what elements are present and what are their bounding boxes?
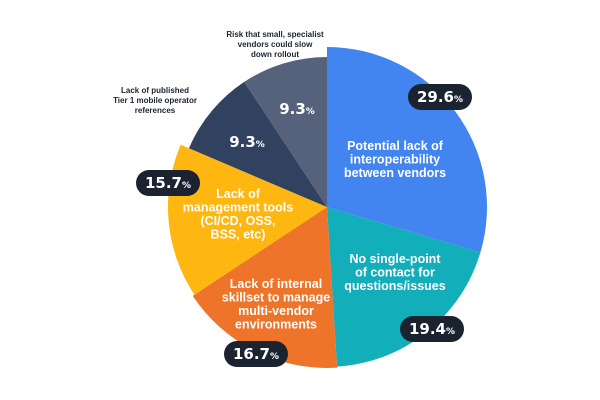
value-text: 9.3%: [229, 133, 265, 151]
slice-label-text: Lack of management tools (CI/CD, OSS, BSS, …: [183, 187, 293, 242]
slice-label-text: Potential lack of interoperability between…: [344, 139, 446, 180]
slice-label: Lack of internal skillset to manage multi-…: [222, 277, 330, 332]
value-label: 9.3%: [229, 133, 265, 151]
value-label: 19.4%: [400, 316, 464, 342]
slice-label-text: Lack of internal skillset to manage multi-…: [222, 277, 330, 332]
value-text: 15.7%: [145, 174, 191, 192]
slice-label: Potential lack of interoperability between…: [344, 139, 446, 180]
value-pill: [136, 170, 200, 196]
pie-slice: [188, 81, 327, 207]
slice-label-text: No single-point of contact for questions/i…: [344, 252, 445, 293]
slice-label-text: Lack of published Tier 1 mobile operator r…: [113, 86, 197, 115]
pie-slice: [192, 207, 338, 368]
pie-slice: [244, 57, 327, 207]
pie-slice: [168, 144, 327, 295]
slice-label: No single-point of contact for questions/i…: [344, 252, 445, 293]
slice-label: Lack of published Tier 1 mobile operator r…: [113, 86, 197, 115]
value-text: 9.3%: [279, 100, 315, 118]
pie-slice: [327, 207, 481, 367]
slice-label: Risk that small, specialist vendors could…: [226, 30, 324, 59]
pie-slice: [327, 47, 488, 253]
value-label: 16.7%: [224, 341, 288, 367]
value-text: 19.4%: [409, 320, 455, 338]
slice-label-text: Risk that small, specialist vendors could…: [226, 30, 324, 59]
value-pill: [400, 316, 464, 342]
value-text: 16.7%: [233, 345, 279, 363]
value-pill: [224, 341, 288, 367]
value-pill: [408, 84, 472, 110]
value-label: 9.3%: [279, 100, 315, 118]
value-text: 29.6%: [417, 88, 463, 106]
value-label: 29.6%: [408, 84, 472, 110]
slice-label: Lack of management tools (CI/CD, OSS, BSS, …: [183, 187, 293, 242]
value-label: 15.7%: [136, 170, 200, 196]
